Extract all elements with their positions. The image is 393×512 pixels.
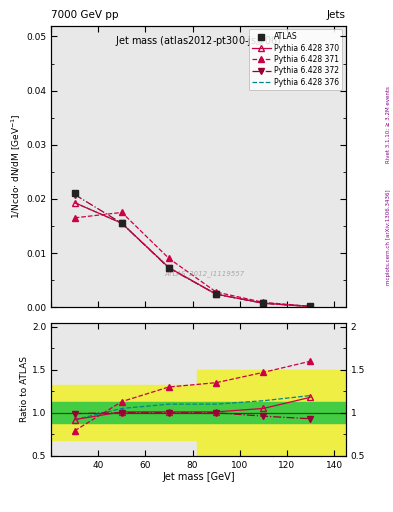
- Legend: ATLAS, Pythia 6.428 370, Pythia 6.428 371, Pythia 6.428 372, Pythia 6.428 376: ATLAS, Pythia 6.428 370, Pythia 6.428 37…: [249, 29, 342, 90]
- X-axis label: Jet mass [GeV]: Jet mass [GeV]: [162, 472, 235, 482]
- Text: Rivet 3.1.10; ≥ 3.2M events: Rivet 3.1.10; ≥ 3.2M events: [386, 86, 391, 163]
- Text: 7000 GeV pp: 7000 GeV pp: [51, 10, 119, 20]
- Text: mcplots.cern.ch [arXiv:1306.3436]: mcplots.cern.ch [arXiv:1306.3436]: [386, 189, 391, 285]
- Text: Jet mass (atlas2012-pt300-js$_{ak}$06): Jet mass (atlas2012-pt300-js$_{ak}$06): [115, 34, 282, 48]
- Text: ATLAS_2012_I1119557: ATLAS_2012_I1119557: [164, 270, 244, 277]
- Y-axis label: Ratio to ATLAS: Ratio to ATLAS: [20, 356, 29, 422]
- Text: Jets: Jets: [327, 10, 346, 20]
- Y-axis label: 1/Ncdo$\cdot$ dN/dM [GeV$^{-1}$]: 1/Ncdo$\cdot$ dN/dM [GeV$^{-1}$]: [10, 114, 23, 219]
